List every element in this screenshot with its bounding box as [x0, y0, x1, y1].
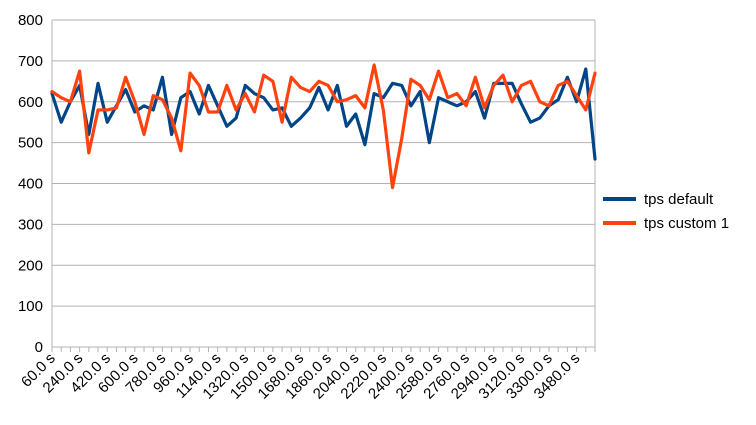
- y-tick-label: 600: [18, 94, 43, 111]
- y-tick-label: 200: [18, 257, 43, 274]
- series-line-2: [50, 63, 597, 190]
- y-tick-label: 100: [18, 298, 43, 315]
- grid: [51, 19, 596, 348]
- legend: tps default tps custom 1: [603, 191, 729, 232]
- legend-label: tps default: [644, 191, 714, 208]
- legend-label: tps custom 1: [644, 215, 729, 232]
- y-axis-tick-labels: 0 100 200 300 400 500 600 700 800: [18, 12, 43, 356]
- y-tick-label: 500: [18, 135, 43, 152]
- y-tick-label: 700: [18, 53, 43, 70]
- series-lines: [50, 63, 597, 190]
- y-tick-label: 800: [18, 12, 43, 29]
- y-tick-label: 400: [18, 176, 43, 193]
- y-tick-label: 300: [18, 216, 43, 233]
- y-tick-label: 0: [35, 339, 43, 356]
